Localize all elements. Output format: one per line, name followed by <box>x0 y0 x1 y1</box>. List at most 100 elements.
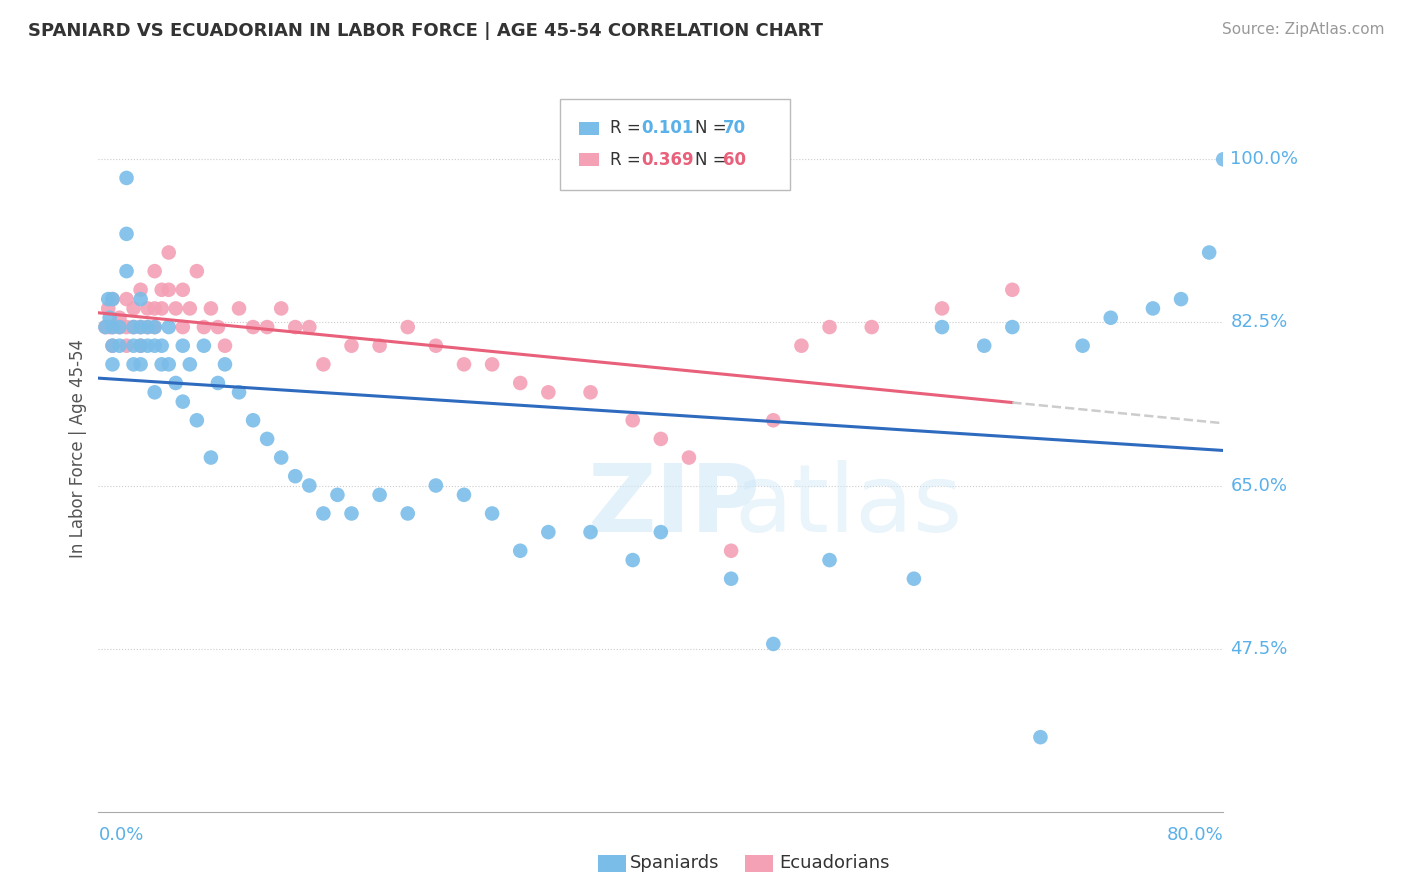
Point <box>228 301 250 316</box>
Text: 0.0%: 0.0% <box>98 826 143 844</box>
Point <box>108 310 131 325</box>
Point <box>312 507 335 521</box>
Point <box>298 320 321 334</box>
Point <box>179 301 201 316</box>
Point <box>312 357 335 371</box>
Point <box>368 488 391 502</box>
Text: atlas: atlas <box>734 460 962 552</box>
Point <box>368 339 391 353</box>
Point <box>481 357 503 371</box>
Point <box>122 339 145 353</box>
Point <box>207 376 229 390</box>
Point <box>172 394 194 409</box>
Point <box>94 320 117 334</box>
Point <box>143 385 166 400</box>
Point <box>115 170 138 185</box>
Point <box>143 301 166 316</box>
Point <box>150 301 173 316</box>
Point <box>165 376 187 390</box>
Point <box>143 339 166 353</box>
Point <box>150 357 173 371</box>
Point <box>97 292 120 306</box>
Point <box>256 320 278 334</box>
Point <box>256 432 278 446</box>
Text: 47.5%: 47.5% <box>1230 640 1288 657</box>
Text: 82.5%: 82.5% <box>1230 313 1288 332</box>
Point <box>101 320 124 334</box>
Point <box>425 478 447 492</box>
Point <box>172 320 194 334</box>
Point <box>270 450 292 465</box>
Point <box>1212 153 1234 167</box>
Text: 60: 60 <box>723 151 745 169</box>
Point <box>129 339 152 353</box>
Text: SPANIARD VS ECUADORIAN IN LABOR FORCE | AGE 45-54 CORRELATION CHART: SPANIARD VS ECUADORIAN IN LABOR FORCE | … <box>28 22 823 40</box>
Point <box>101 357 124 371</box>
Point <box>122 320 145 334</box>
Point <box>157 245 180 260</box>
Point <box>340 507 363 521</box>
Point <box>129 357 152 371</box>
Point <box>94 320 117 334</box>
Point <box>193 339 215 353</box>
Point <box>129 283 152 297</box>
Point <box>186 264 208 278</box>
Point <box>396 320 419 334</box>
Point <box>143 320 166 334</box>
Point <box>129 320 152 334</box>
Point <box>101 292 124 306</box>
Point <box>150 283 173 297</box>
Point <box>762 413 785 427</box>
Point <box>157 283 180 297</box>
Point <box>115 264 138 278</box>
Point <box>818 320 841 334</box>
Point <box>621 413 644 427</box>
Point <box>931 301 953 316</box>
Point <box>453 357 475 371</box>
Point <box>136 339 159 353</box>
Point <box>1071 339 1094 353</box>
Point <box>1029 730 1052 744</box>
Text: 0.369: 0.369 <box>641 151 695 169</box>
Point <box>1099 310 1122 325</box>
Point <box>157 357 180 371</box>
Point <box>1198 245 1220 260</box>
Point <box>200 450 222 465</box>
Point <box>136 320 159 334</box>
Point <box>122 301 145 316</box>
Y-axis label: In Labor Force | Age 45-54: In Labor Force | Age 45-54 <box>69 339 87 558</box>
Point <box>453 488 475 502</box>
Point <box>678 450 700 465</box>
Point <box>193 320 215 334</box>
Point <box>396 507 419 521</box>
Text: Spaniards: Spaniards <box>630 855 720 872</box>
Point <box>200 301 222 316</box>
Point <box>101 320 124 334</box>
Text: N =: N = <box>695 151 731 169</box>
Point <box>579 385 602 400</box>
Point <box>143 320 166 334</box>
Point <box>101 339 124 353</box>
Text: R =: R = <box>610 120 647 137</box>
FancyBboxPatch shape <box>579 153 599 166</box>
Point <box>157 320 180 334</box>
Point <box>172 283 194 297</box>
Point <box>860 320 883 334</box>
Point <box>903 572 925 586</box>
Point <box>650 525 672 540</box>
Point <box>242 320 264 334</box>
Text: Ecuadorians: Ecuadorians <box>779 855 890 872</box>
Point <box>509 543 531 558</box>
Point <box>242 413 264 427</box>
Point <box>136 320 159 334</box>
Point <box>284 320 307 334</box>
Point <box>98 320 121 334</box>
Point <box>108 320 131 334</box>
Point <box>136 301 159 316</box>
Text: 0.101: 0.101 <box>641 120 695 137</box>
Point <box>425 339 447 353</box>
Point <box>1170 292 1192 306</box>
Point <box>1001 283 1024 297</box>
Text: 100.0%: 100.0% <box>1230 151 1298 169</box>
Point <box>228 385 250 400</box>
